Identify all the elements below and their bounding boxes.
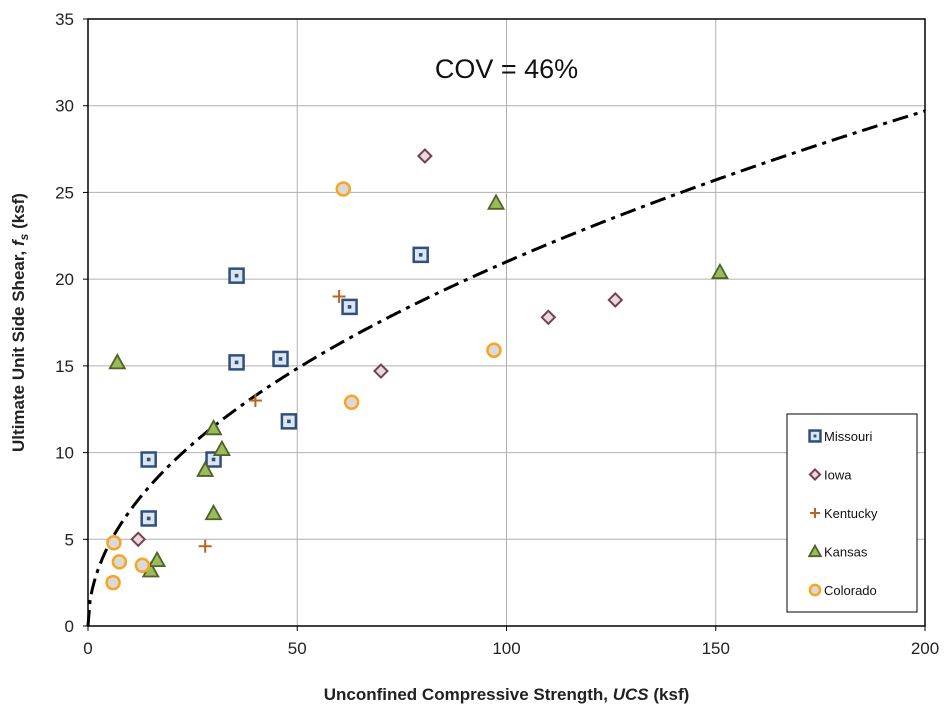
kansas-point bbox=[196, 460, 215, 477]
x-axis-title: Unconfined Compressive Strength, UCS (ks… bbox=[324, 685, 690, 704]
y-tick-label: 5 bbox=[65, 530, 74, 549]
cov-annotation: COV = 46% bbox=[435, 54, 578, 84]
legend-marker-kansas bbox=[807, 543, 823, 558]
missouri-point bbox=[205, 451, 222, 468]
missouri-point bbox=[140, 451, 157, 468]
legend-marker-kentucky bbox=[809, 507, 821, 519]
tick-labels: 0 50 100 150 200 0 5 10 15 20 25 30 35 bbox=[55, 10, 939, 658]
missouri-point bbox=[228, 267, 245, 284]
colorado-point bbox=[105, 574, 121, 591]
kansas-point bbox=[148, 550, 167, 567]
x-tick-label: 200 bbox=[911, 639, 939, 658]
legend-marker-colorado bbox=[808, 583, 822, 597]
missouri-point bbox=[412, 246, 429, 264]
colorado-point bbox=[486, 342, 502, 358]
legend-label-colorado: Colorado bbox=[824, 583, 877, 598]
iowa-point bbox=[416, 148, 433, 164]
data-points bbox=[105, 148, 729, 591]
iowa-point bbox=[540, 309, 557, 326]
y-tick-label: 20 bbox=[55, 270, 74, 289]
kentucky-point bbox=[248, 394, 262, 408]
legend: Missouri Iowa Kentucky Kansas Colorado bbox=[786, 413, 918, 613]
missouri-point bbox=[140, 510, 157, 527]
x-tick-label: 0 bbox=[83, 639, 92, 658]
colorado-point bbox=[343, 394, 360, 411]
x-tick-label: 150 bbox=[702, 639, 730, 658]
y-tick-label: 10 bbox=[55, 444, 74, 463]
trendline bbox=[86, 109, 926, 627]
y-tick-label: 25 bbox=[55, 183, 74, 202]
kansas-point bbox=[710, 262, 729, 280]
kansas-point bbox=[108, 353, 127, 370]
legend-label-kansas: Kansas bbox=[824, 545, 868, 560]
kansas-point bbox=[204, 503, 223, 521]
legend-box bbox=[786, 413, 918, 613]
kansas-point bbox=[212, 439, 231, 457]
legend-label-missouri: Missouri bbox=[824, 429, 873, 444]
legend-marker-missouri bbox=[808, 429, 822, 443]
x-tick-label: 100 bbox=[492, 639, 520, 658]
legend-marker-iowa bbox=[808, 468, 822, 481]
y-tick-label: 0 bbox=[65, 617, 74, 636]
iowa-point bbox=[373, 363, 389, 379]
missouri-point bbox=[280, 413, 298, 430]
missouri-point bbox=[272, 350, 289, 368]
legend-label-iowa: Iowa bbox=[824, 468, 852, 483]
colorado-point bbox=[106, 535, 122, 551]
iowa-point bbox=[130, 531, 147, 548]
missouri-point bbox=[228, 354, 245, 371]
y-tick-label: 30 bbox=[55, 97, 74, 116]
colorado-point bbox=[111, 554, 128, 570]
colorado-point bbox=[134, 557, 151, 574]
kentucky-point bbox=[198, 539, 212, 553]
iowa-point bbox=[607, 292, 624, 308]
y-tick-label: 15 bbox=[55, 357, 74, 376]
kansas-point bbox=[487, 193, 506, 210]
missouri-point bbox=[341, 298, 358, 316]
legend-label-kentucky: Kentucky bbox=[824, 506, 878, 521]
x-tick-label: 50 bbox=[288, 639, 307, 658]
kentucky-point bbox=[332, 289, 346, 303]
y-axis-title: Ultimate Unit Side Shear, fs (ksf) bbox=[9, 193, 31, 452]
y-tick-label: 35 bbox=[55, 10, 74, 29]
colorado-point bbox=[335, 181, 352, 197]
kansas-point bbox=[204, 418, 223, 436]
